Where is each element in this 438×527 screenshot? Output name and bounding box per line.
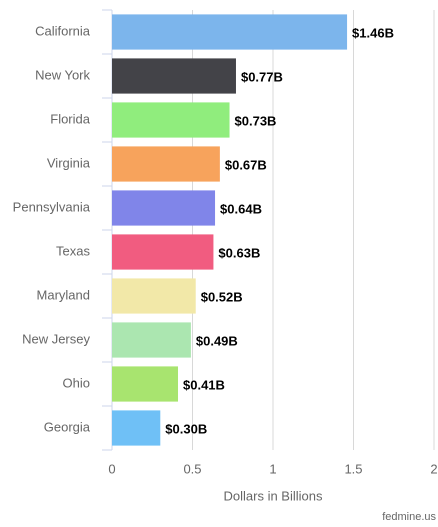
y-tick-label: California <box>35 23 91 38</box>
value-label: $0.67B <box>225 157 267 172</box>
credit: fedmine.us <box>382 511 436 523</box>
value-label: $0.64B <box>220 201 262 216</box>
bar <box>112 322 191 358</box>
value-label: $0.77B <box>241 69 283 84</box>
x-tick-label: 1.5 <box>344 461 362 476</box>
y-tick-label: New Jersey <box>22 331 90 346</box>
value-label: $0.30B <box>165 421 207 436</box>
y-tick-label: Virginia <box>47 155 91 170</box>
bar <box>112 278 196 314</box>
x-axis-label: Dollars in Billions <box>224 488 323 503</box>
x-tick-label: 2 <box>430 461 437 476</box>
y-tick-label: Georgia <box>44 419 91 434</box>
y-tick-label: Pennsylvania <box>13 199 91 214</box>
value-label: $0.49B <box>196 333 238 348</box>
bar <box>112 190 216 226</box>
bar <box>112 58 236 94</box>
bar <box>112 366 179 402</box>
y-tick-label: New York <box>35 67 90 82</box>
y-tick-label: Florida <box>50 111 91 126</box>
x-tick-label: 0 <box>108 461 115 476</box>
value-label: $0.52B <box>201 289 243 304</box>
y-tick-label: Ohio <box>63 375 90 390</box>
value-label: $0.63B <box>218 245 260 260</box>
x-tick-label: 0.5 <box>183 461 201 476</box>
y-tick-label: Maryland <box>37 287 90 302</box>
bar <box>112 146 220 182</box>
y-tick-label: Texas <box>56 243 90 258</box>
bar <box>112 234 214 270</box>
value-label: $0.41B <box>183 377 225 392</box>
x-tick-label: 1 <box>269 461 276 476</box>
value-label: $0.73B <box>235 113 277 128</box>
bar <box>112 14 348 50</box>
bar <box>112 102 230 138</box>
value-label: $1.46B <box>352 25 394 40</box>
bar <box>112 410 161 446</box>
